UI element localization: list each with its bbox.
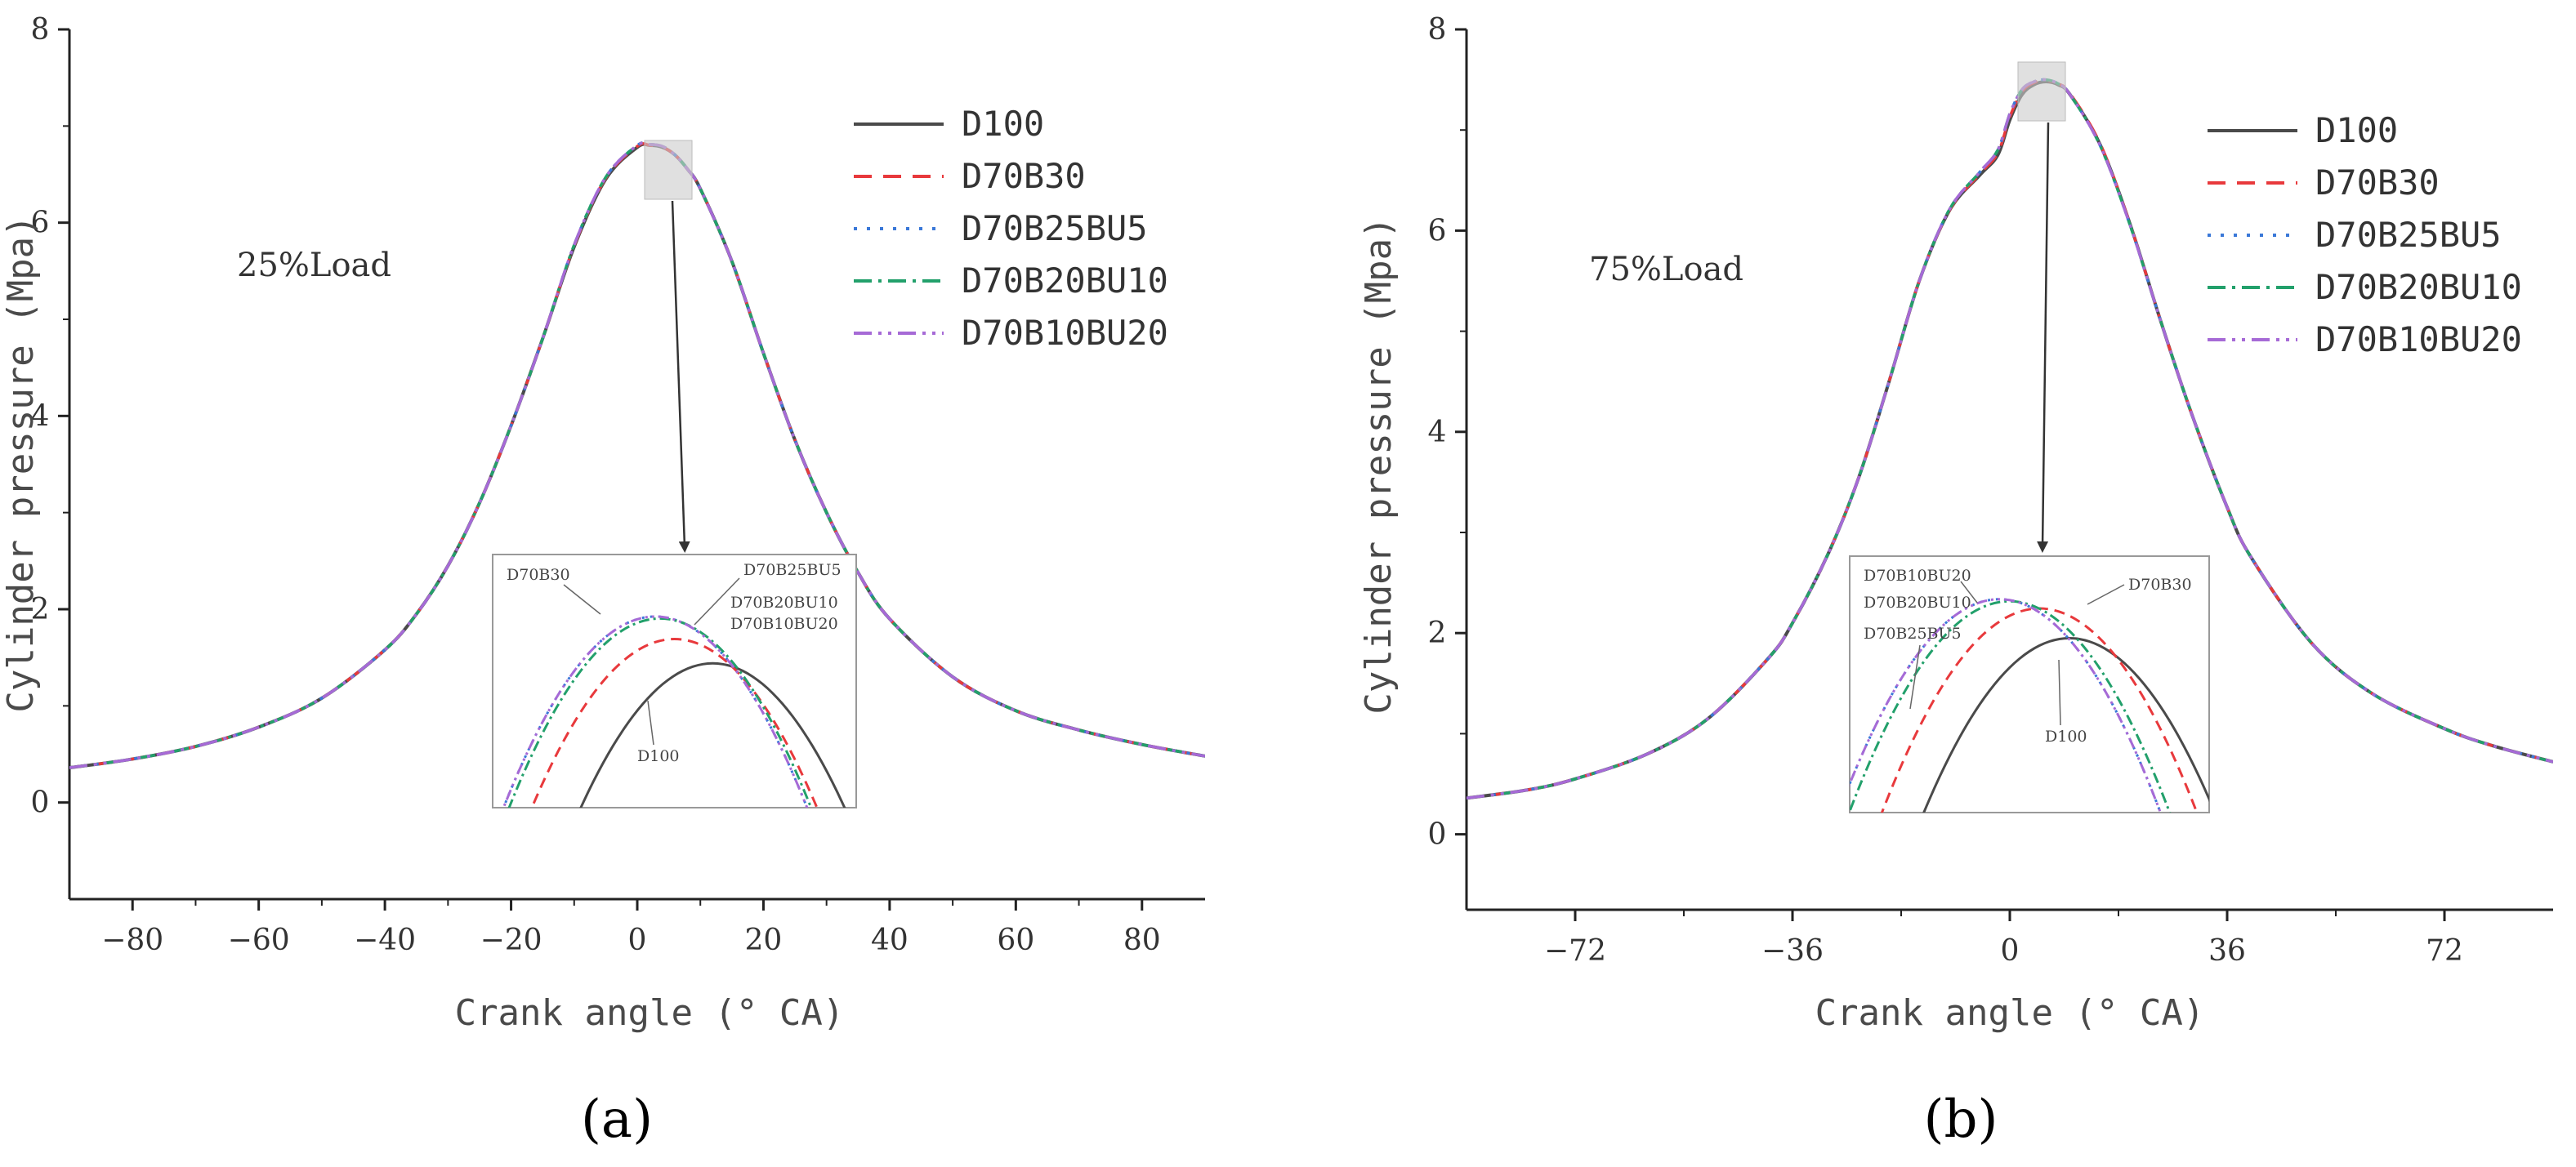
x-tick-label-b: −36 bbox=[1761, 934, 1824, 968]
x-tick-label-b: −72 bbox=[1544, 934, 1606, 968]
zoom-highlight-box-b bbox=[2017, 61, 2066, 122]
ticks-a: −80 −60 −40 −20 0 20 40 60 80 0 2 4 6 8 bbox=[31, 13, 1161, 957]
x-axis-title-a: Crank angle (° CA) bbox=[455, 992, 845, 1034]
x-tick-label-b: 0 bbox=[2001, 934, 2020, 968]
inset-leader-d70b10bu20-b bbox=[1960, 581, 1978, 604]
legend-label-d70b25bu5-b: D70B25BU5 bbox=[2315, 215, 2502, 255]
inset-leader-d70b25bu5-a bbox=[694, 577, 740, 626]
load-annotation-b: 75%Load bbox=[1589, 251, 1743, 288]
legend-label-d70b30-a: D70B30 bbox=[962, 156, 1086, 196]
inset-series-line-d70b10bu20-b bbox=[1850, 598, 2163, 813]
y-tick-label-a: 2 bbox=[31, 593, 50, 626]
y-tick-label-a: 8 bbox=[31, 13, 50, 47]
chart-panel-a: −80 −60 −40 −20 0 20 40 60 80 0 2 4 6 8 D70B30 D70B25… bbox=[0, 13, 1205, 1150]
inset-label-d70b20bu10-a: D70B20BU10 bbox=[730, 594, 838, 612]
x-tick-label-a: −60 bbox=[228, 924, 290, 957]
legend-label-d70b30-b: D70B30 bbox=[2315, 163, 2440, 203]
ticks-b: −72 −36 0 36 72 0 2 4 6 8 bbox=[1428, 13, 2463, 968]
series-line-d70b25bu5-b bbox=[1467, 78, 2553, 800]
x-tick-label-a: −40 bbox=[354, 924, 416, 957]
x-tick-label-a: 80 bbox=[1123, 924, 1161, 957]
inset-label-d70b10bu20-a: D70B10BU20 bbox=[730, 615, 838, 633]
y-tick-label-a: 4 bbox=[31, 399, 50, 433]
x-tick-label-a: 40 bbox=[871, 924, 909, 957]
inset-frame-b bbox=[1849, 555, 2210, 813]
x-tick-label-b: 36 bbox=[2208, 934, 2246, 968]
inset-label-d70b30-a: D70B30 bbox=[507, 566, 570, 584]
legend-label-d70b10bu20-a: D70B10BU20 bbox=[962, 313, 1168, 353]
inset-label-d70b30-b: D70B30 bbox=[2128, 576, 2192, 594]
load-annotation-a: 25%Load bbox=[237, 247, 391, 284]
legend-label-d70b20bu10-a: D70B20BU10 bbox=[962, 261, 1168, 301]
inset-frame-a bbox=[492, 554, 857, 808]
inset-leader-d70b30-b bbox=[2087, 584, 2125, 605]
x-tick-label-a: 0 bbox=[628, 924, 647, 957]
zoom-arrow-b bbox=[2037, 122, 2050, 553]
legend-label-d70b10bu20-b: D70B10BU20 bbox=[2315, 319, 2522, 359]
zoom-arrow-a bbox=[671, 200, 690, 553]
y-tick-label-a: 6 bbox=[31, 207, 50, 240]
inset-series-line-d70b30-a bbox=[530, 638, 819, 808]
chart-panel-b: −72 −36 0 36 72 0 2 4 6 8 D70B10BU20 D70B20BU10 D… bbox=[1358, 13, 2553, 1150]
legend-label-d70b20bu10-b: D70B20BU10 bbox=[2315, 267, 2522, 307]
inset-leader-d70b30-a bbox=[563, 584, 601, 615]
panel-label-b: (b) bbox=[1924, 1089, 1998, 1150]
legend-label-d100-a: D100 bbox=[962, 104, 1044, 144]
legend-b: D100 D70B30 D70B25BU5 D70B20BU10 D70B10BU20 bbox=[2208, 110, 2522, 359]
inset-label-d100-a: D100 bbox=[637, 747, 680, 765]
x-tick-label-a: 20 bbox=[745, 924, 783, 957]
y-tick-label-b: 8 bbox=[1428, 13, 1447, 47]
y-tick-label-b: 4 bbox=[1428, 416, 1447, 449]
inset-series-group-a bbox=[502, 615, 846, 808]
inset-series-line-d100-a bbox=[579, 661, 846, 808]
x-tick-label-a: −20 bbox=[480, 924, 542, 957]
y-tick-label-b: 2 bbox=[1428, 617, 1447, 650]
inset-series-group-b bbox=[1850, 598, 2209, 813]
panel-label-a: (a) bbox=[581, 1089, 653, 1150]
y-axis-title-b: Cylinder pressure (Mpa) bbox=[1358, 216, 1400, 714]
inset-label-d70b25bu5-a: D70B25BU5 bbox=[743, 561, 842, 579]
inset-label-d100-b: D100 bbox=[2045, 728, 2087, 746]
inset-labels-a: D70B30 D70B25BU5 D70B20BU10 D70B10BU20 D… bbox=[507, 561, 842, 765]
x-axis-title-b: Crank angle (° CA) bbox=[1815, 992, 2205, 1034]
legend-a: D100 D70B30 D70B25BU5 D70B20BU10 D70B10BU20 bbox=[854, 104, 1168, 353]
y-tick-label-b: 6 bbox=[1428, 214, 1447, 247]
inset-labels-b: D70B10BU20 D70B20BU10 D70B25BU5 D70B30 D… bbox=[1864, 567, 2192, 746]
zoom-highlight-box-a bbox=[644, 140, 693, 200]
y-tick-label-b: 0 bbox=[1428, 818, 1447, 852]
series-line-d70b25bu5-a bbox=[69, 140, 1205, 769]
y-tick-label-a: 0 bbox=[31, 786, 50, 820]
x-tick-label-a: 60 bbox=[997, 924, 1034, 957]
legend-label-d100-b: D100 bbox=[2315, 110, 2398, 150]
legend-label-d70b25bu5-a: D70B25BU5 bbox=[962, 208, 1148, 248]
y-axis-title-a: Cylinder pressure (Mpa) bbox=[0, 215, 42, 712]
x-tick-label-a: −80 bbox=[101, 924, 163, 957]
inset-leader-d100-b bbox=[2058, 659, 2061, 726]
inset-leader-d100-a bbox=[647, 700, 654, 746]
inset-label-d70b25bu5-b: D70B25BU5 bbox=[1864, 625, 1962, 643]
x-tick-label-b: 72 bbox=[2426, 934, 2463, 968]
inset-series-line-d70b20bu10-a bbox=[507, 617, 813, 808]
inset-label-d70b10bu20-b: D70B10BU20 bbox=[1864, 567, 1971, 585]
inset-leader-d70b25bu5-b bbox=[1909, 644, 1921, 710]
inset-label-d70b20bu10-b: D70B20BU10 bbox=[1864, 594, 1971, 612]
